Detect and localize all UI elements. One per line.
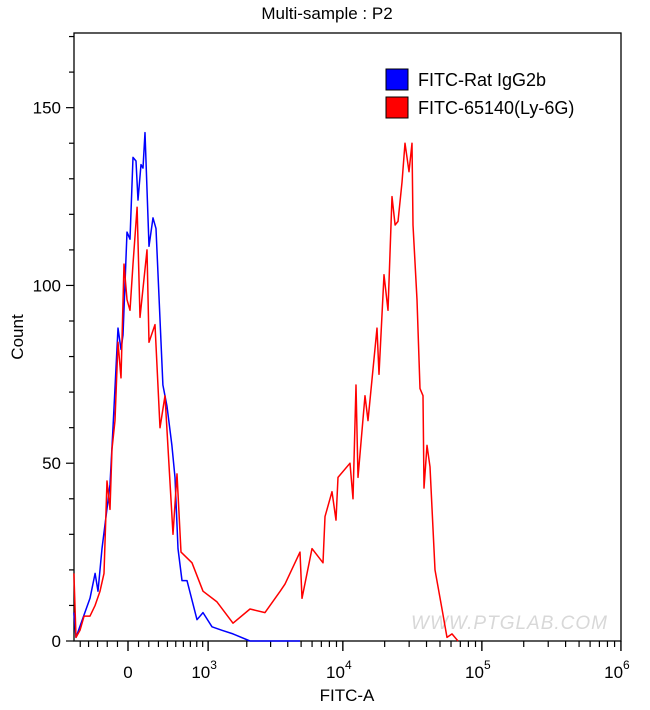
x-tick-exponent: 6 [623, 658, 630, 672]
x-tick-exponent: 4 [345, 658, 352, 672]
y-tick-label: 0 [52, 632, 61, 651]
legend: FITC-Rat IgG2b FITC-65140(Ly-6G) [385, 68, 574, 119]
x-tick-label: 106 [604, 658, 630, 682]
x-tick-base: 10 [604, 663, 623, 682]
x-tick-base: 10 [326, 663, 345, 682]
x-tick-label: 104 [326, 658, 352, 682]
x-tick-base: 10 [465, 663, 484, 682]
x-axis-label: FITC-A [320, 686, 375, 705]
watermark: WWW.PTGLAB.COM [411, 613, 608, 634]
y-axis-label: Count [8, 314, 27, 360]
series-line-sample [73, 142, 459, 642]
y-tick-label: 50 [42, 454, 61, 473]
plot-frame [73, 32, 622, 642]
series-line-isotype [73, 131, 300, 642]
legend-swatch-sample [385, 96, 409, 119]
legend-label-isotype: FITC-Rat IgG2b [418, 70, 546, 90]
chart-title: Multi-sample : P2 [261, 4, 392, 23]
y-tick-label: 150 [33, 99, 61, 118]
x-tick-label: 103 [191, 658, 217, 682]
x-tick-exponent: 5 [484, 658, 491, 672]
x-tick-base: 10 [191, 663, 210, 682]
legend-label-sample: FITC-65140(Ly-6G) [418, 98, 574, 118]
y-tick-label: 100 [33, 276, 61, 295]
series-group [73, 131, 459, 642]
x-tick-base: 0 [123, 663, 132, 682]
x-tick-exponent: 3 [210, 658, 217, 672]
legend-swatch-isotype [385, 68, 409, 91]
x-tick-label: 105 [465, 658, 491, 682]
x-tick-label: 0 [123, 663, 132, 682]
